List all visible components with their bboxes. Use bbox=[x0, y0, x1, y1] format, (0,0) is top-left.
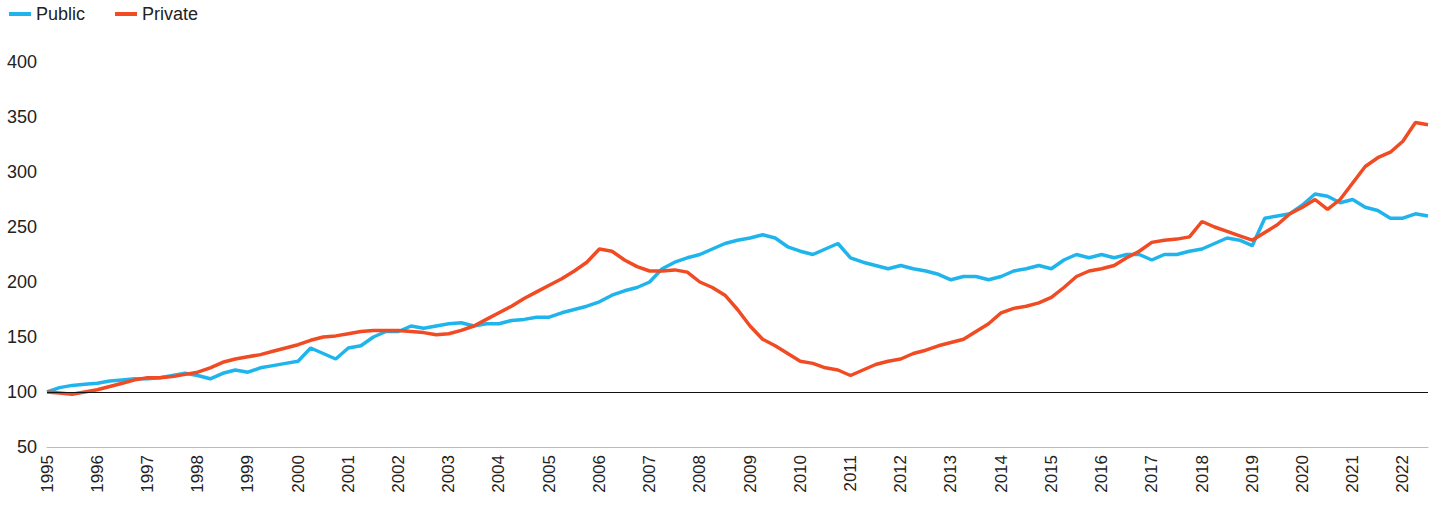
svg-text:2001: 2001 bbox=[339, 455, 358, 493]
svg-text:300: 300 bbox=[7, 162, 37, 182]
svg-text:1998: 1998 bbox=[188, 455, 207, 493]
svg-text:2004: 2004 bbox=[489, 455, 508, 493]
svg-text:2022: 2022 bbox=[1393, 455, 1412, 493]
svg-text:2014: 2014 bbox=[992, 455, 1011, 493]
svg-text:2006: 2006 bbox=[590, 455, 609, 493]
svg-text:1995: 1995 bbox=[38, 455, 57, 493]
svg-text:2005: 2005 bbox=[540, 455, 559, 493]
svg-text:2008: 2008 bbox=[690, 455, 709, 493]
svg-text:2017: 2017 bbox=[1142, 455, 1161, 493]
svg-text:2009: 2009 bbox=[741, 455, 760, 493]
svg-text:2007: 2007 bbox=[640, 455, 659, 493]
svg-text:400: 400 bbox=[7, 52, 37, 72]
svg-text:Public: Public bbox=[36, 4, 85, 24]
svg-text:Private: Private bbox=[142, 4, 198, 24]
svg-text:2002: 2002 bbox=[389, 455, 408, 493]
svg-text:2003: 2003 bbox=[439, 455, 458, 493]
svg-text:150: 150 bbox=[7, 327, 37, 347]
svg-text:1999: 1999 bbox=[238, 455, 257, 493]
svg-text:2021: 2021 bbox=[1343, 455, 1362, 493]
svg-text:1997: 1997 bbox=[138, 455, 157, 493]
svg-text:2015: 2015 bbox=[1042, 455, 1061, 493]
svg-text:350: 350 bbox=[7, 107, 37, 127]
svg-text:2012: 2012 bbox=[891, 455, 910, 493]
svg-text:2018: 2018 bbox=[1193, 455, 1212, 493]
svg-text:2019: 2019 bbox=[1243, 455, 1262, 493]
svg-text:2000: 2000 bbox=[289, 455, 308, 493]
svg-text:2020: 2020 bbox=[1293, 455, 1312, 493]
svg-text:2011: 2011 bbox=[841, 455, 860, 492]
svg-text:2010: 2010 bbox=[791, 455, 810, 493]
svg-text:50: 50 bbox=[17, 437, 37, 457]
svg-text:2016: 2016 bbox=[1092, 455, 1111, 493]
svg-text:100: 100 bbox=[7, 382, 37, 402]
svg-text:250: 250 bbox=[7, 217, 37, 237]
svg-text:200: 200 bbox=[7, 272, 37, 292]
svg-text:1996: 1996 bbox=[88, 455, 107, 493]
svg-text:2013: 2013 bbox=[941, 455, 960, 493]
